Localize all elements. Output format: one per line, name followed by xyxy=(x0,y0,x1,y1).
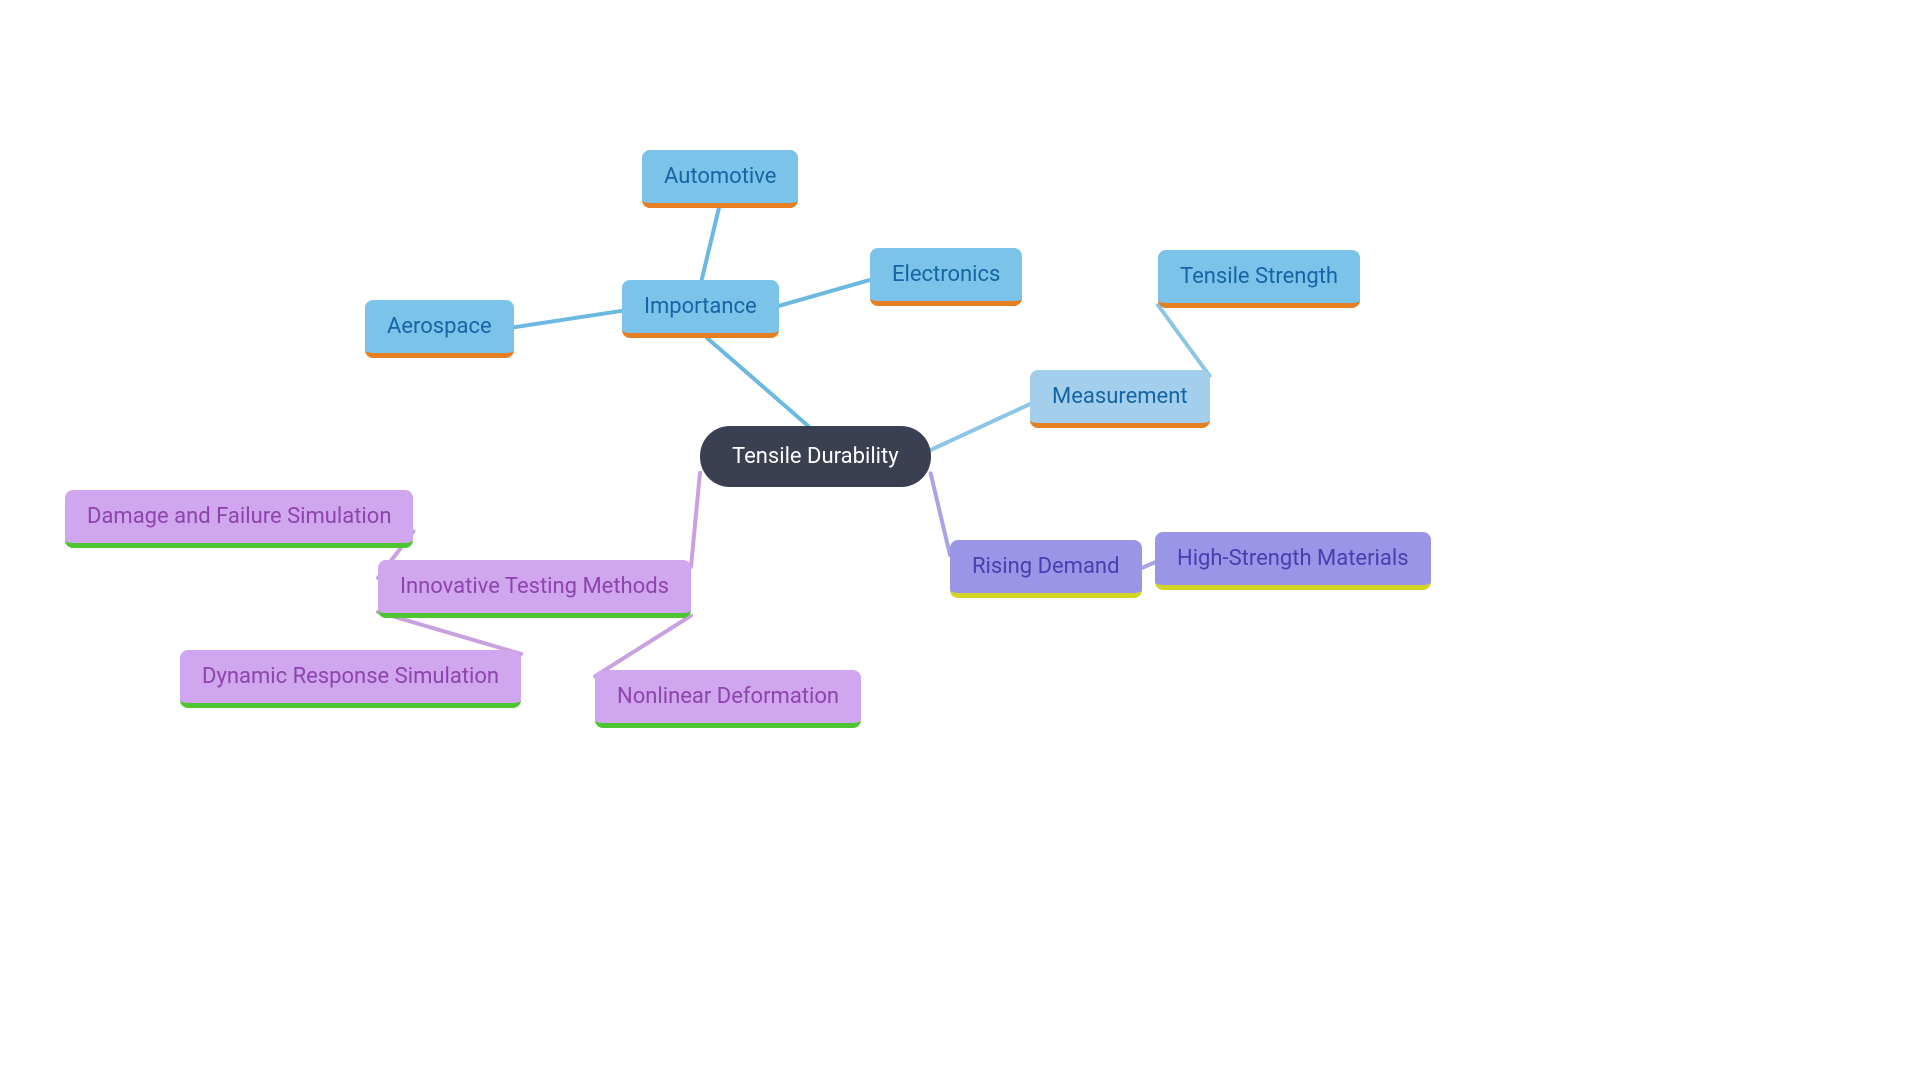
node-rising-demand: Rising Demand xyxy=(950,540,1142,598)
node-dynamic-sim: Dynamic Response Simulation xyxy=(180,650,521,708)
node-importance: Importance xyxy=(622,280,779,338)
node-aerospace: Aerospace xyxy=(365,300,514,358)
node-tensile-strength: Tensile Strength xyxy=(1158,250,1360,308)
node-damage-sim: Damage and Failure Simulation xyxy=(65,490,413,548)
node-measurement: Measurement xyxy=(1030,370,1210,428)
node-innovative-testing: Innovative Testing Methods xyxy=(378,560,691,618)
center-node: Tensile Durability xyxy=(700,426,931,487)
node-nonlinear: Nonlinear Deformation xyxy=(595,670,861,728)
node-automotive: Automotive xyxy=(642,150,798,208)
mindmap-canvas: Tensile Durability Importance Aerospace … xyxy=(0,0,1920,1080)
node-electronics: Electronics xyxy=(870,248,1022,306)
node-high-strength: High-Strength Materials xyxy=(1155,532,1431,590)
